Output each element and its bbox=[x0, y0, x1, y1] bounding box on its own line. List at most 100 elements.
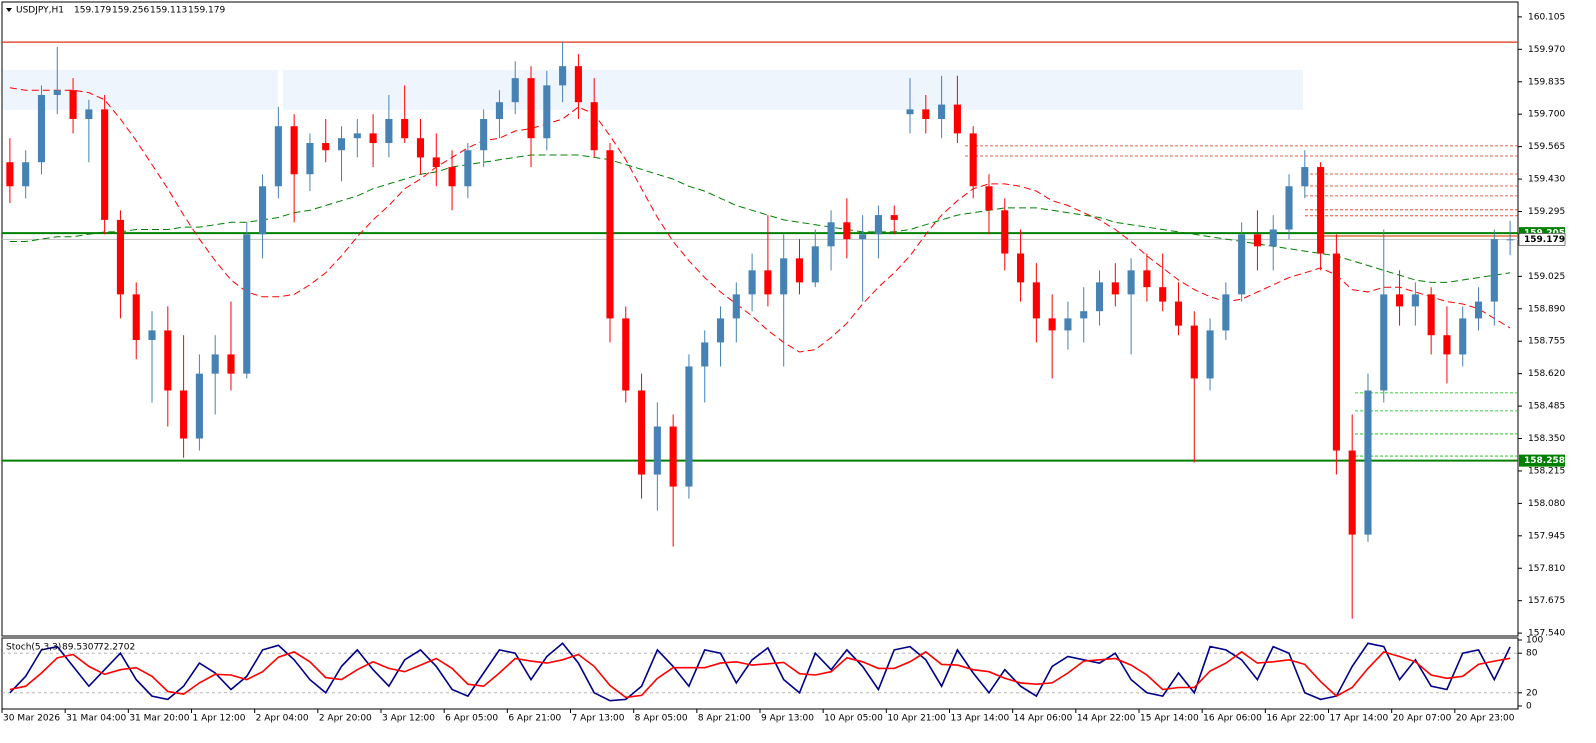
y-tick-label: 80 bbox=[1526, 649, 1538, 659]
candle-body bbox=[938, 104, 946, 119]
x-tick-label: 2 Apr 20:00 bbox=[319, 714, 372, 724]
x-tick-label: 8 Apr 05:00 bbox=[635, 714, 688, 724]
candle-body bbox=[495, 102, 503, 119]
candle-body bbox=[1143, 270, 1151, 288]
y-tick-label: 159.430 bbox=[1528, 175, 1565, 185]
quote-value: 159.113 bbox=[150, 6, 187, 16]
candle-body bbox=[859, 234, 867, 240]
candle-body bbox=[622, 318, 630, 391]
candle-body bbox=[1001, 210, 1009, 254]
y-tick-label: 159.025 bbox=[1528, 272, 1565, 282]
x-tick-label: 8 Apr 21:00 bbox=[698, 714, 751, 724]
candle-body bbox=[732, 294, 740, 319]
candle-body bbox=[211, 354, 219, 374]
y-tick-label: 159.700 bbox=[1528, 110, 1565, 120]
x-tick-label: 3 Apr 12:00 bbox=[382, 714, 435, 724]
stoch-value: 72.2702 bbox=[98, 643, 135, 653]
candle-body bbox=[401, 118, 409, 139]
candle-body bbox=[1348, 450, 1356, 535]
x-tick-label: 31 Mar 04:00 bbox=[66, 714, 126, 724]
candle-body bbox=[1222, 294, 1230, 331]
price-window bbox=[1, 1, 1519, 637]
candle-body bbox=[1032, 282, 1040, 319]
candle-body bbox=[1206, 330, 1214, 379]
candle-body bbox=[53, 90, 61, 95]
candle-body bbox=[1317, 167, 1325, 254]
stoch-line bbox=[9, 650, 1511, 699]
candle-body bbox=[1174, 301, 1183, 326]
candle-body bbox=[669, 426, 677, 487]
candle-body bbox=[653, 426, 661, 475]
x-tick-label: 20 Apr 23:00 bbox=[1456, 714, 1515, 724]
y-tick-label: 158.890 bbox=[1528, 304, 1565, 314]
y-tick-label: 159.295 bbox=[1528, 207, 1565, 217]
candle-body bbox=[1490, 239, 1498, 302]
y-tick-label: 20 bbox=[1526, 688, 1538, 698]
candle-body bbox=[164, 330, 172, 391]
candle-body bbox=[1396, 294, 1404, 307]
candle-body bbox=[69, 90, 77, 119]
y-tick-label: 157.810 bbox=[1528, 564, 1565, 574]
x-tick-label: 16 Apr 22:00 bbox=[1266, 714, 1325, 724]
candle-body bbox=[1506, 239, 1514, 241]
y-tick-label: 157.540 bbox=[1528, 629, 1565, 639]
candle-body bbox=[480, 118, 488, 151]
menu-arrow[interactable] bbox=[6, 8, 12, 12]
candle-body bbox=[511, 78, 519, 103]
candle-body bbox=[448, 167, 456, 187]
candle-body bbox=[337, 138, 346, 151]
candle-body bbox=[764, 270, 772, 295]
candle-body bbox=[543, 85, 551, 139]
candle-body bbox=[85, 109, 93, 119]
candle-body bbox=[148, 330, 156, 341]
moving-average bbox=[9, 87, 1511, 353]
candle-body bbox=[748, 270, 756, 295]
candle-body bbox=[638, 390, 646, 475]
y-tick-label: 158.755 bbox=[1528, 337, 1565, 347]
candle-body bbox=[969, 133, 977, 187]
y-tick-label: 159.565 bbox=[1528, 142, 1565, 152]
candle-body bbox=[1269, 229, 1277, 247]
candle-body bbox=[1285, 186, 1293, 230]
candle-body bbox=[1411, 294, 1419, 307]
candle-body bbox=[195, 373, 203, 439]
y-tick-label: 100 bbox=[1526, 636, 1543, 646]
candle-body bbox=[922, 109, 930, 119]
y-tick-label: 0 bbox=[1526, 702, 1532, 712]
x-tick-label: 10 Apr 05:00 bbox=[824, 714, 883, 724]
x-tick-label: 15 Apr 14:00 bbox=[1140, 714, 1199, 724]
x-tick-label: 30 Mar 2026 bbox=[3, 714, 60, 724]
stoch-title: Stoch(5,3,3) bbox=[6, 643, 61, 653]
y-tick-label: 159.970 bbox=[1528, 45, 1565, 55]
x-tick-label: 14 Apr 22:00 bbox=[1077, 714, 1136, 724]
candle-body bbox=[953, 104, 961, 134]
candle-body bbox=[1474, 301, 1483, 319]
candle-body bbox=[1380, 294, 1388, 391]
x-tick-label: 2 Apr 04:00 bbox=[256, 714, 309, 724]
candle-body bbox=[1064, 318, 1072, 331]
stoch-value: 89.5307 bbox=[62, 643, 99, 653]
x-tick-label: 6 Apr 21:00 bbox=[508, 714, 561, 724]
candle-body bbox=[527, 78, 535, 139]
candle-body bbox=[1127, 270, 1135, 295]
candle-body bbox=[1427, 294, 1435, 336]
price-label-box bbox=[1518, 233, 1566, 246]
y-tick-label: 157.675 bbox=[1528, 596, 1565, 606]
candle-body bbox=[843, 222, 851, 240]
x-tick-label: 16 Apr 06:00 bbox=[1203, 714, 1262, 724]
x-tick-label: 10 Apr 21:00 bbox=[887, 714, 946, 724]
y-tick-label: 158.620 bbox=[1528, 369, 1565, 379]
candle-body bbox=[574, 66, 582, 103]
y-tick-label: 159.835 bbox=[1528, 77, 1565, 87]
candle-body bbox=[1364, 390, 1372, 535]
candle-body bbox=[306, 143, 314, 175]
candle-body bbox=[1443, 335, 1451, 355]
y-tick-label: 160.105 bbox=[1528, 12, 1565, 22]
candle-body bbox=[906, 109, 914, 115]
candle-body bbox=[1159, 287, 1167, 302]
quote-value: 159.179 bbox=[188, 6, 225, 16]
candle-body bbox=[606, 150, 614, 319]
candle-body bbox=[6, 162, 14, 187]
